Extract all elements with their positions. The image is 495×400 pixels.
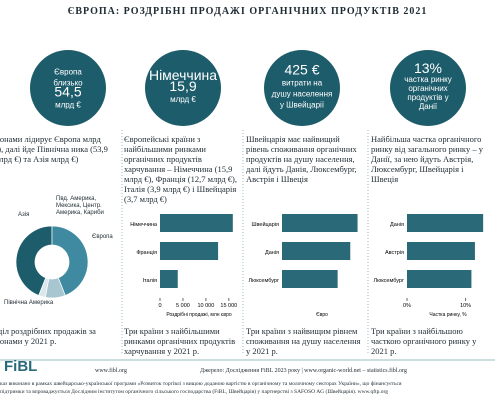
bar — [160, 214, 233, 232]
source: Джерело: Дослідження FiBL 2023 року | ww… — [200, 368, 407, 374]
title: ЄВРОПА: РОЗДРІБНІ ПРОДАЖІ ОРГАНІЧНИХ ПРО… — [67, 6, 428, 17]
stat-text: млрд € — [55, 101, 81, 110]
stat-text: органічних — [408, 84, 447, 93]
pie-label: Пвд. Америка, Мексика, Центр. Америка, К… — [56, 196, 104, 216]
stat-text: продуктів у — [407, 93, 448, 102]
stat-text: у Швейцарії — [280, 101, 325, 110]
bar — [407, 270, 472, 288]
stat-text: частка ринку — [404, 75, 452, 84]
category-label: Італія — [143, 278, 157, 284]
category-label: Данія — [265, 250, 279, 256]
category-label: Німеччина — [130, 222, 158, 228]
note: каз виконано в рамках швейцарсько-україн… — [0, 381, 402, 387]
url: www.fibl.org — [95, 368, 127, 374]
paragraph: гіонами лідирує Європа млрд €), далі йде… — [0, 134, 108, 164]
paragraph: Європейські країни з найбільшими ринками… — [124, 134, 238, 204]
bar — [282, 214, 358, 232]
x-tick-label: 0% — [403, 303, 411, 309]
stat-text: 425 € — [284, 62, 319, 78]
pie-slice — [38, 277, 50, 298]
logo: FiBL — [4, 358, 38, 375]
stat-text: витрати на — [282, 79, 323, 88]
caption: оділ роздрібних продажів за гіонами у 20… — [0, 326, 96, 346]
axis-label: Роздрібні продажі, млн євро — [166, 312, 232, 318]
category-label: Франція — [136, 250, 157, 256]
stat-circle — [145, 50, 221, 126]
caption: Три країни з найбільшими ринками органіч… — [124, 326, 236, 356]
stat-circle — [264, 50, 340, 126]
category-label: Люксембург — [248, 278, 279, 284]
stat-text: Данії — [419, 102, 438, 111]
pie-label: Європа — [92, 234, 113, 240]
pie-slice — [51, 225, 89, 296]
axis-label: Євро — [316, 312, 328, 318]
stat-circle — [30, 50, 106, 126]
paragraph: Найбільша частка органічного ринку від з… — [371, 134, 483, 184]
caption: Три країни з найбільшою часткою органічн… — [371, 326, 477, 356]
x-tick-label: 10 000 — [197, 303, 214, 309]
bar — [160, 242, 219, 260]
bar — [282, 242, 351, 260]
caption: Три країни з найвищим рівнем споживання … — [246, 326, 361, 356]
stat-text: 54,5 — [54, 84, 81, 100]
pie-label: Північна Америка — [4, 300, 54, 306]
category-label: Швейцарія — [252, 221, 280, 228]
paragraph: Швейцарія має найвищий рівень споживання… — [246, 134, 357, 184]
bar — [282, 270, 338, 288]
stat-text: близько — [53, 79, 83, 88]
stat-text: 13% — [414, 60, 442, 76]
stat-text: Німеччина — [149, 67, 217, 83]
x-tick-label: 5 000 — [176, 303, 190, 309]
pie-label: Азія — [18, 212, 30, 218]
x-tick-label: 15 000 — [220, 303, 237, 309]
stat-circle — [390, 50, 466, 126]
axis-label: Частка ринку, % — [429, 312, 467, 318]
stat-text: Європа — [54, 68, 82, 77]
category-label: Люксембург — [373, 278, 404, 284]
pie-slice — [15, 225, 53, 296]
bar — [407, 214, 484, 232]
note: підтримки та впроваджується Дослідним ін… — [0, 389, 389, 395]
category-label: Австрія — [385, 250, 404, 256]
stat-text: 15,9 — [169, 78, 196, 94]
x-tick-label: 10% — [460, 303, 471, 309]
bar — [407, 242, 475, 260]
stat-text: душу населення — [272, 90, 333, 99]
stat-text: млрд € — [170, 95, 196, 104]
category-label: Данія — [390, 222, 404, 228]
bar — [160, 270, 178, 288]
x-tick-label: 0 — [158, 303, 161, 309]
